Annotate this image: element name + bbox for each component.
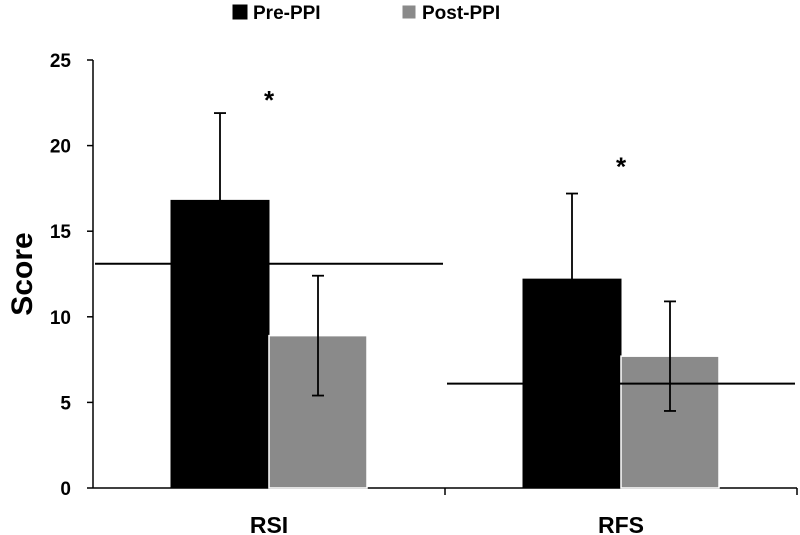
x-tick-label: RSI xyxy=(250,512,288,535)
y-tick-label: 20 xyxy=(50,137,71,158)
y-axis-title: Score xyxy=(6,232,39,315)
y-tick-label: 15 xyxy=(50,222,72,243)
bar-post-ppi-rfs xyxy=(620,355,720,489)
y-tick-label: 5 xyxy=(60,393,71,414)
legend-swatch-pre-ppi xyxy=(232,4,248,20)
significance-marker: * xyxy=(264,85,275,115)
bar-pre-ppi-rsi xyxy=(170,199,270,489)
significance-marker: * xyxy=(616,152,627,182)
legend-swatch-post-ppi xyxy=(401,4,417,20)
legend-label-pre-ppi: Pre-PPI xyxy=(253,3,321,24)
y-tick-label: 0 xyxy=(60,479,71,500)
legend-label-post-ppi: Post-PPI xyxy=(422,3,500,24)
x-tick-label: RFS xyxy=(598,512,644,535)
y-tick-label: 25 xyxy=(50,51,72,72)
y-tick-label: 10 xyxy=(50,308,71,329)
